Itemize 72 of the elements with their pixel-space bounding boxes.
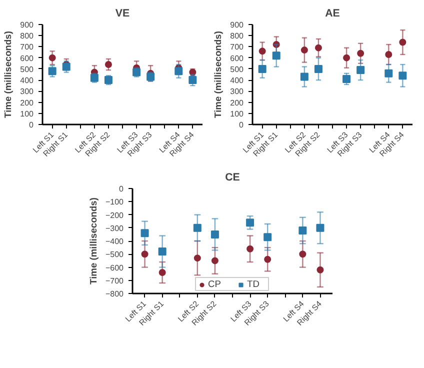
point	[298, 226, 307, 234]
y-tick-label: 300	[230, 87, 244, 96]
point	[343, 54, 350, 62]
chart-title: AE	[325, 8, 340, 20]
y-tick-label: 700	[20, 42, 34, 52]
point	[357, 50, 364, 57]
point	[246, 245, 254, 252]
point	[314, 44, 322, 52]
legend-label: TD	[247, 279, 260, 289]
y-tick-label: 900	[230, 20, 244, 30]
point	[316, 266, 324, 274]
y-tick-label: −700	[105, 276, 124, 286]
point	[141, 250, 148, 258]
y-tick-label: 800	[230, 32, 244, 41]
y-tick-label: 300	[20, 87, 34, 96]
y-tick-label: 600	[20, 54, 34, 63]
point	[300, 46, 308, 54]
chart-title: VE	[115, 8, 130, 20]
y-tick-label: 400	[20, 76, 34, 86]
chart-title: CE	[225, 172, 240, 184]
point	[158, 269, 166, 276]
point	[384, 69, 393, 78]
y-tick-label: 500	[230, 64, 244, 74]
y-tick-label: 0	[239, 120, 244, 130]
point	[300, 72, 308, 81]
y-tick-label: 900	[20, 20, 34, 30]
y-tick-label: 0	[119, 184, 124, 194]
point	[210, 230, 219, 238]
point	[299, 250, 306, 258]
point	[246, 218, 254, 227]
point	[385, 51, 392, 58]
point	[316, 224, 324, 232]
y-tick-label: −300	[105, 224, 124, 233]
y-tick-label: 100	[230, 109, 244, 118]
y-tick-label: 200	[20, 98, 34, 108]
y-tick-label: −500	[105, 250, 124, 260]
y-tick-label: 700	[230, 42, 244, 52]
point	[140, 229, 149, 238]
point	[104, 61, 112, 68]
y-tick-label: 600	[230, 54, 244, 63]
point	[211, 257, 218, 264]
y-tick-label: 400	[230, 76, 244, 86]
y-tick-label: 0	[29, 120, 34, 130]
point	[258, 64, 266, 73]
point	[158, 248, 166, 256]
point	[48, 67, 56, 76]
y-tick-label: −800	[105, 290, 124, 298]
y-axis-title: Time (milliseconds)	[3, 31, 14, 118]
point	[356, 66, 365, 74]
y-tick-label: 800	[20, 32, 34, 41]
legend-label: CP	[208, 279, 222, 289]
y-tick-label: 200	[230, 98, 244, 108]
point	[62, 62, 70, 71]
y-tick-label: 100	[20, 109, 34, 118]
point	[188, 76, 197, 84]
y-axis-title: Time (milliseconds)	[88, 198, 98, 284]
point	[194, 254, 201, 262]
y-tick-label: 500	[20, 64, 34, 74]
y-tick-label: −200	[105, 210, 124, 220]
point	[398, 72, 407, 80]
point	[48, 54, 56, 62]
point	[258, 48, 266, 55]
point	[264, 233, 272, 242]
y-tick-label: −600	[105, 263, 124, 272]
y-axis-title: Time (milliseconds)	[213, 31, 224, 118]
point	[342, 74, 351, 83]
point	[314, 64, 322, 73]
y-tick-label: −400	[105, 237, 124, 246]
point	[193, 224, 202, 232]
point	[264, 256, 272, 263]
y-tick-label: −100	[105, 198, 124, 207]
point	[399, 38, 406, 46]
